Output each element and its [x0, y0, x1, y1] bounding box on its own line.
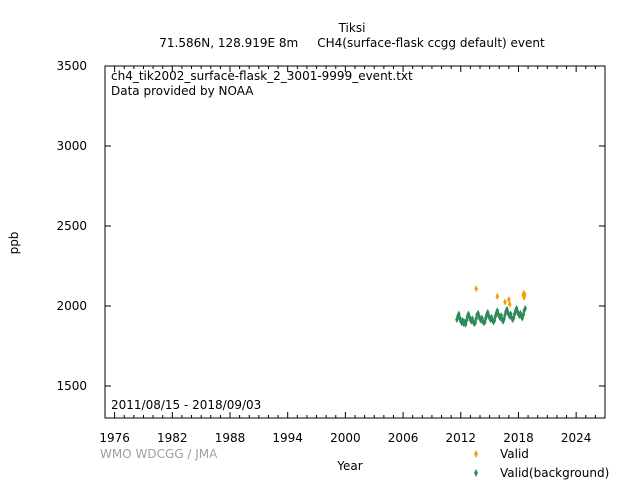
- x-axis-label: Year: [336, 459, 362, 473]
- background-point: [464, 316, 469, 324]
- background-point: [486, 312, 491, 320]
- background-point: [508, 312, 512, 320]
- background-point: [480, 314, 484, 322]
- valid-point: [495, 292, 500, 300]
- provider-annotation: Data provided by NOAA: [111, 84, 254, 98]
- x-tick-label: 1982: [157, 431, 188, 445]
- x-tick-label: 2006: [388, 431, 419, 445]
- background-point: [477, 312, 481, 320]
- legend-marker-valid: [474, 450, 478, 458]
- background-point: [514, 304, 519, 312]
- background-point: [467, 313, 472, 321]
- y-tick-label: 2000: [56, 299, 87, 313]
- x-tick-label: 2024: [561, 431, 592, 445]
- y-tick-label: 3500: [56, 59, 87, 73]
- background-point: [470, 315, 475, 323]
- background-point: [523, 304, 527, 312]
- background-point: [483, 318, 487, 326]
- background-point: [496, 310, 501, 318]
- x-tick-label: 2012: [445, 431, 476, 445]
- y-tick-label: 2500: [56, 219, 87, 233]
- valid-point: [503, 298, 507, 306]
- background-point: [489, 313, 494, 321]
- background-point: [502, 315, 506, 323]
- plot-frame: [104, 65, 606, 419]
- chart-title: Tiksi: [338, 21, 366, 35]
- background-point: [483, 314, 488, 322]
- chart-subtitle: 71.586N, 128.919E 8m CH4(surface-flask c…: [159, 36, 545, 50]
- valid-point: [522, 290, 527, 298]
- legend-marker-background: [474, 469, 478, 477]
- x-tick-label: 2018: [503, 431, 534, 445]
- background-point: [474, 315, 478, 323]
- background-point: [505, 305, 509, 313]
- y-axis: 1500 2000 2500 3000 3500: [56, 59, 605, 393]
- x-tick-label: 1994: [272, 431, 303, 445]
- legend-label-valid: Valid: [500, 447, 529, 461]
- x-tick-label: 1976: [99, 431, 130, 445]
- filename-annotation: ch4_tik2002_surface-flask_2_3001-9999_ev…: [111, 69, 413, 83]
- valid-point: [508, 300, 512, 308]
- x-tick-label: 1988: [215, 431, 246, 445]
- background-point: [515, 308, 520, 316]
- y-tick-label: 1500: [56, 379, 87, 393]
- credit-text: WMO WDCGG / JMA: [100, 447, 218, 461]
- legend-label-background: Valid(background): [500, 466, 609, 480]
- background-point: [458, 314, 462, 322]
- background-point: [455, 316, 459, 324]
- data-points: [455, 285, 527, 328]
- x-tick-label: 2000: [330, 431, 361, 445]
- date-range-annotation: 2011/08/15 - 2018/09/03: [111, 398, 261, 412]
- x-axis: 1976 1982 1988 1994 2000 2006 2012 2018 2024: [99, 66, 596, 445]
- y-tick-label: 3000: [56, 139, 87, 153]
- legend: Valid Valid(background): [474, 447, 609, 480]
- background-point: [495, 307, 500, 315]
- y-axis-label: ppb: [7, 232, 21, 255]
- valid-point: [474, 285, 478, 293]
- background-point: [499, 312, 503, 320]
- background-point: [492, 316, 497, 324]
